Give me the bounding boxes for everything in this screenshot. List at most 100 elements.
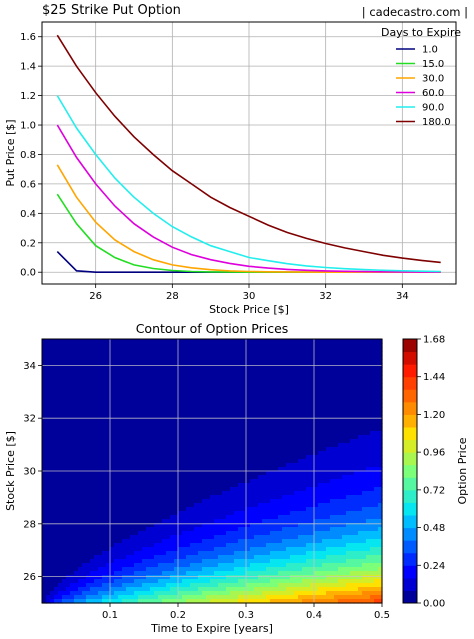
contour-cell	[230, 555, 235, 560]
contour-cell	[322, 471, 327, 476]
contour-cell	[174, 559, 179, 564]
contour-cell	[62, 499, 67, 504]
contour-cell	[306, 343, 311, 348]
contour-cell	[254, 387, 259, 392]
contour-cell	[322, 555, 327, 560]
contour-cell	[234, 559, 239, 564]
contour-cell	[222, 379, 227, 384]
contour-cell	[78, 471, 83, 476]
contour-cell	[174, 551, 179, 556]
contour-cell	[158, 579, 163, 584]
contour-cell	[282, 423, 287, 428]
contour-cell	[214, 375, 219, 380]
contour-cell	[90, 415, 95, 420]
contour-cell	[206, 539, 211, 544]
contour-cell	[162, 419, 167, 424]
contour-cell	[42, 375, 47, 380]
line-chart-ticks: 26 28 30 32 340.00.20.40.60.81.01.21.41.6	[20, 32, 409, 302]
contour-cell	[142, 391, 147, 396]
contour-cell	[282, 463, 287, 468]
contour-cell	[134, 571, 139, 576]
contour-cell	[166, 483, 171, 488]
contour-cell	[86, 483, 91, 488]
contour-cell	[206, 523, 211, 528]
contour-cell	[178, 479, 183, 484]
contour-cell	[130, 599, 135, 604]
contour-cell	[222, 475, 227, 480]
contour-cell	[254, 531, 259, 536]
contour-cell	[294, 527, 299, 532]
contour-cell	[190, 479, 195, 484]
contour-cell	[246, 539, 251, 544]
contour-cell	[222, 399, 227, 404]
contour-cell	[246, 431, 251, 436]
contour-cell	[238, 543, 243, 548]
contour-cell	[286, 359, 291, 364]
contour-cell	[170, 399, 175, 404]
contour-cell	[266, 515, 271, 520]
contour-cell	[66, 475, 71, 480]
contour-cell	[62, 551, 67, 556]
contour-cell	[126, 359, 131, 364]
contour-cell	[278, 427, 283, 432]
contour-cell	[302, 371, 307, 376]
contour-cell	[198, 459, 203, 464]
contour-cell	[138, 371, 143, 376]
contour-cell	[214, 407, 219, 412]
contour-cell	[166, 499, 171, 504]
contour-cell	[154, 431, 159, 436]
contour-cell	[318, 583, 323, 588]
contour-cell	[298, 555, 303, 560]
contour-cell	[302, 407, 307, 412]
contour-cell	[186, 431, 191, 436]
contour-cell	[274, 595, 279, 600]
contour-cell	[122, 487, 127, 492]
contour-cell	[258, 527, 263, 532]
contour-cell	[86, 499, 91, 504]
contour-cell	[218, 391, 223, 396]
contour-cell	[306, 515, 311, 520]
contour-cell	[154, 591, 159, 596]
contour-cell	[262, 391, 267, 396]
contour-cell	[186, 483, 191, 488]
contour-cell	[46, 375, 51, 380]
contour-cell	[206, 499, 211, 504]
contour-cell	[266, 475, 271, 480]
contour-cell	[254, 371, 259, 376]
contour-cell	[318, 543, 323, 548]
contour-cell	[198, 395, 203, 400]
contour-cell	[302, 375, 307, 380]
contour-cell	[70, 419, 75, 424]
contour-cell	[114, 475, 119, 480]
contour-cell	[222, 391, 227, 396]
contour-cell	[226, 471, 231, 476]
contour-cell	[130, 379, 135, 384]
contour-cell	[238, 495, 243, 500]
contour-cell	[294, 367, 299, 372]
contour-cell	[282, 515, 287, 520]
contour-cell	[338, 387, 343, 392]
contour-cell	[270, 375, 275, 380]
contour-cell	[206, 419, 211, 424]
y-tick-label: 0.6	[20, 179, 36, 190]
contour-cell	[110, 371, 115, 376]
contour-cell	[258, 339, 263, 344]
contour-cell	[106, 539, 111, 544]
contour-cell	[106, 371, 111, 376]
contour-cell	[178, 535, 183, 540]
contour-cell	[334, 539, 339, 544]
contour-cell	[254, 515, 259, 520]
contour-cell	[250, 519, 255, 524]
contour-cell	[42, 403, 47, 408]
contour-cell	[182, 459, 187, 464]
contour-cell	[90, 479, 95, 484]
contour-cell	[258, 463, 263, 468]
contour-cell	[46, 407, 51, 412]
contour-cell	[210, 387, 215, 392]
contour-cell	[270, 467, 275, 472]
contour-cell	[114, 463, 119, 468]
contour-cell	[146, 535, 151, 540]
contour-cell	[146, 383, 151, 388]
contour-cell	[222, 515, 227, 520]
contour-cell	[246, 583, 251, 588]
